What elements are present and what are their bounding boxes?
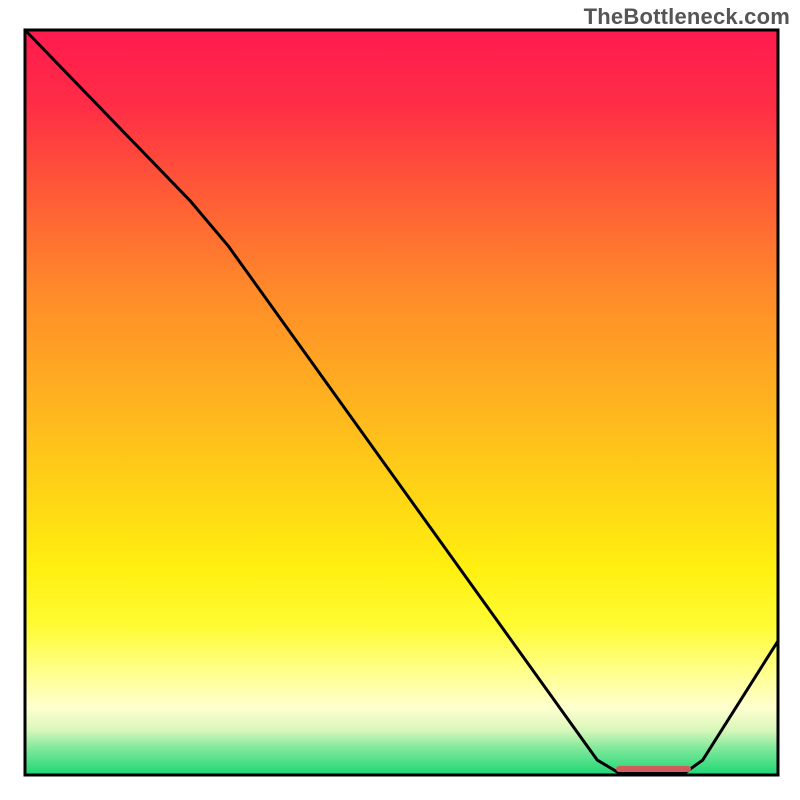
watermark-text: TheBottleneck.com	[584, 4, 790, 30]
chart-svg	[0, 0, 800, 800]
chart-container: TheBottleneck.com	[0, 0, 800, 800]
plot-background	[25, 30, 778, 775]
highlight-marker	[616, 766, 691, 772]
